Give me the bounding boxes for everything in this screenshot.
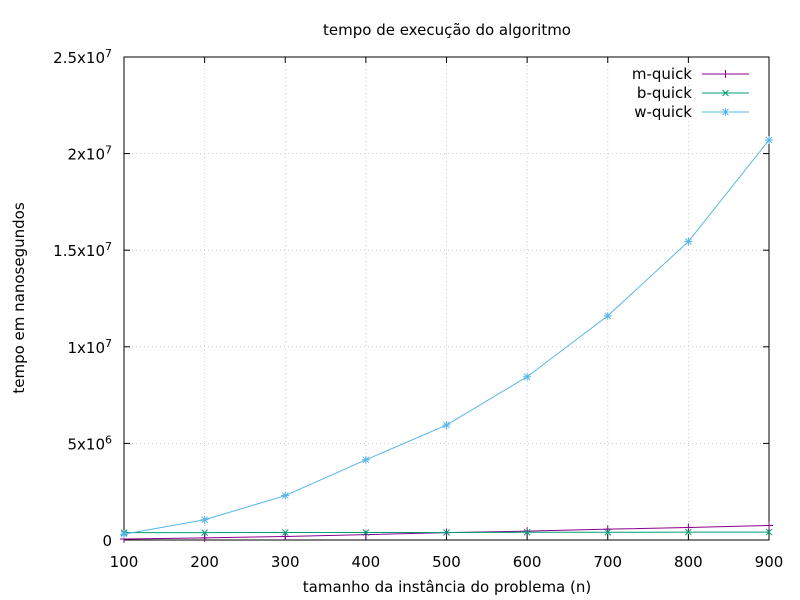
- marker-stroke: [201, 516, 208, 524]
- marker-stroke: [765, 528, 773, 536]
- legend-label: b-quick: [637, 84, 692, 102]
- data-point: [200, 533, 209, 542]
- marker-stroke: [722, 89, 729, 97]
- y-tick-label: 1x107: [67, 337, 112, 357]
- marker-stroke: [685, 528, 692, 536]
- y-tick-label: 0: [102, 532, 112, 550]
- x-tick-label: 300: [271, 553, 300, 571]
- y-tick-label: 5x106: [67, 433, 112, 453]
- data-point: [442, 421, 451, 430]
- marker-stroke: [765, 136, 773, 144]
- series-group: [120, 136, 773, 544]
- marker-stroke: [120, 530, 128, 538]
- data-point: [201, 529, 208, 537]
- y-tick-label: 2.5x107: [53, 47, 112, 67]
- data-point: [523, 527, 532, 536]
- marker-stroke: [685, 238, 692, 245]
- data-point: [523, 372, 532, 381]
- marker-stroke: [443, 421, 450, 429]
- marker-stroke: [281, 492, 289, 499]
- series-w-quick: [120, 136, 773, 539]
- legend-marker: [722, 89, 729, 97]
- chart-title: tempo de execução do algoritmo: [323, 21, 571, 39]
- data-point: [685, 528, 692, 536]
- x-tick-label: 700: [593, 553, 622, 571]
- data-point: [362, 529, 370, 536]
- x-tick-label: 400: [352, 553, 381, 571]
- x-tick-label: 100: [110, 553, 139, 571]
- x-tick-label: 200: [190, 553, 219, 571]
- legend-marker: [721, 70, 730, 78]
- data-point: [684, 523, 693, 532]
- x-tick-label: 500: [432, 553, 461, 571]
- marker-stroke: [722, 108, 729, 116]
- data-point: [765, 528, 773, 536]
- data-point: [200, 515, 209, 524]
- marker-stroke: [604, 528, 612, 536]
- y-axis-label: tempo em nanosegundos: [10, 202, 28, 393]
- legend-entry-m-quick: m-quick: [632, 65, 749, 83]
- legend-entry-b-quick: b-quick: [637, 84, 749, 102]
- data-point: [523, 528, 531, 536]
- marker-stroke: [362, 456, 370, 464]
- marker-stroke: [443, 529, 450, 536]
- x-tick-labels: 100 200 300 400 500 600 700 800 900: [110, 553, 784, 571]
- marker-stroke: [362, 529, 370, 536]
- data-point: [603, 311, 612, 320]
- data-point: [443, 529, 450, 536]
- marker-stroke: [523, 373, 531, 381]
- marker-stroke: [604, 312, 612, 320]
- marker-stroke: [281, 529, 289, 536]
- legend-label: m-quick: [632, 65, 692, 83]
- data-point: [281, 491, 290, 500]
- data-point: [684, 237, 693, 246]
- legend-marker: [721, 108, 730, 116]
- legend-entry-w-quick: w-quick: [634, 103, 749, 121]
- series-b-quick: [120, 528, 773, 537]
- x-axis-label: tamanho da instância do problema (n): [303, 578, 591, 596]
- grid: [124, 57, 769, 540]
- legend-label: w-quick: [634, 103, 692, 121]
- y-tick-label: 2x107: [67, 144, 112, 164]
- x-tick-label: 600: [513, 553, 542, 571]
- x-tick-label: 800: [674, 553, 703, 571]
- data-point: [765, 521, 773, 530]
- data-point: [120, 530, 128, 539]
- data-point: [281, 529, 289, 536]
- data-point: [281, 532, 290, 541]
- data-point: [361, 455, 370, 464]
- x-tick-label: 900: [755, 553, 784, 571]
- y-tick-label: 1.5x107: [53, 240, 112, 260]
- marker-stroke: [201, 529, 208, 537]
- data-point: [604, 528, 612, 536]
- y-tick-labels: 0 5x106 1x107 1.5x107 2x107 2.5x107: [53, 47, 112, 550]
- data-point: [765, 136, 773, 145]
- marker-stroke: [523, 528, 531, 536]
